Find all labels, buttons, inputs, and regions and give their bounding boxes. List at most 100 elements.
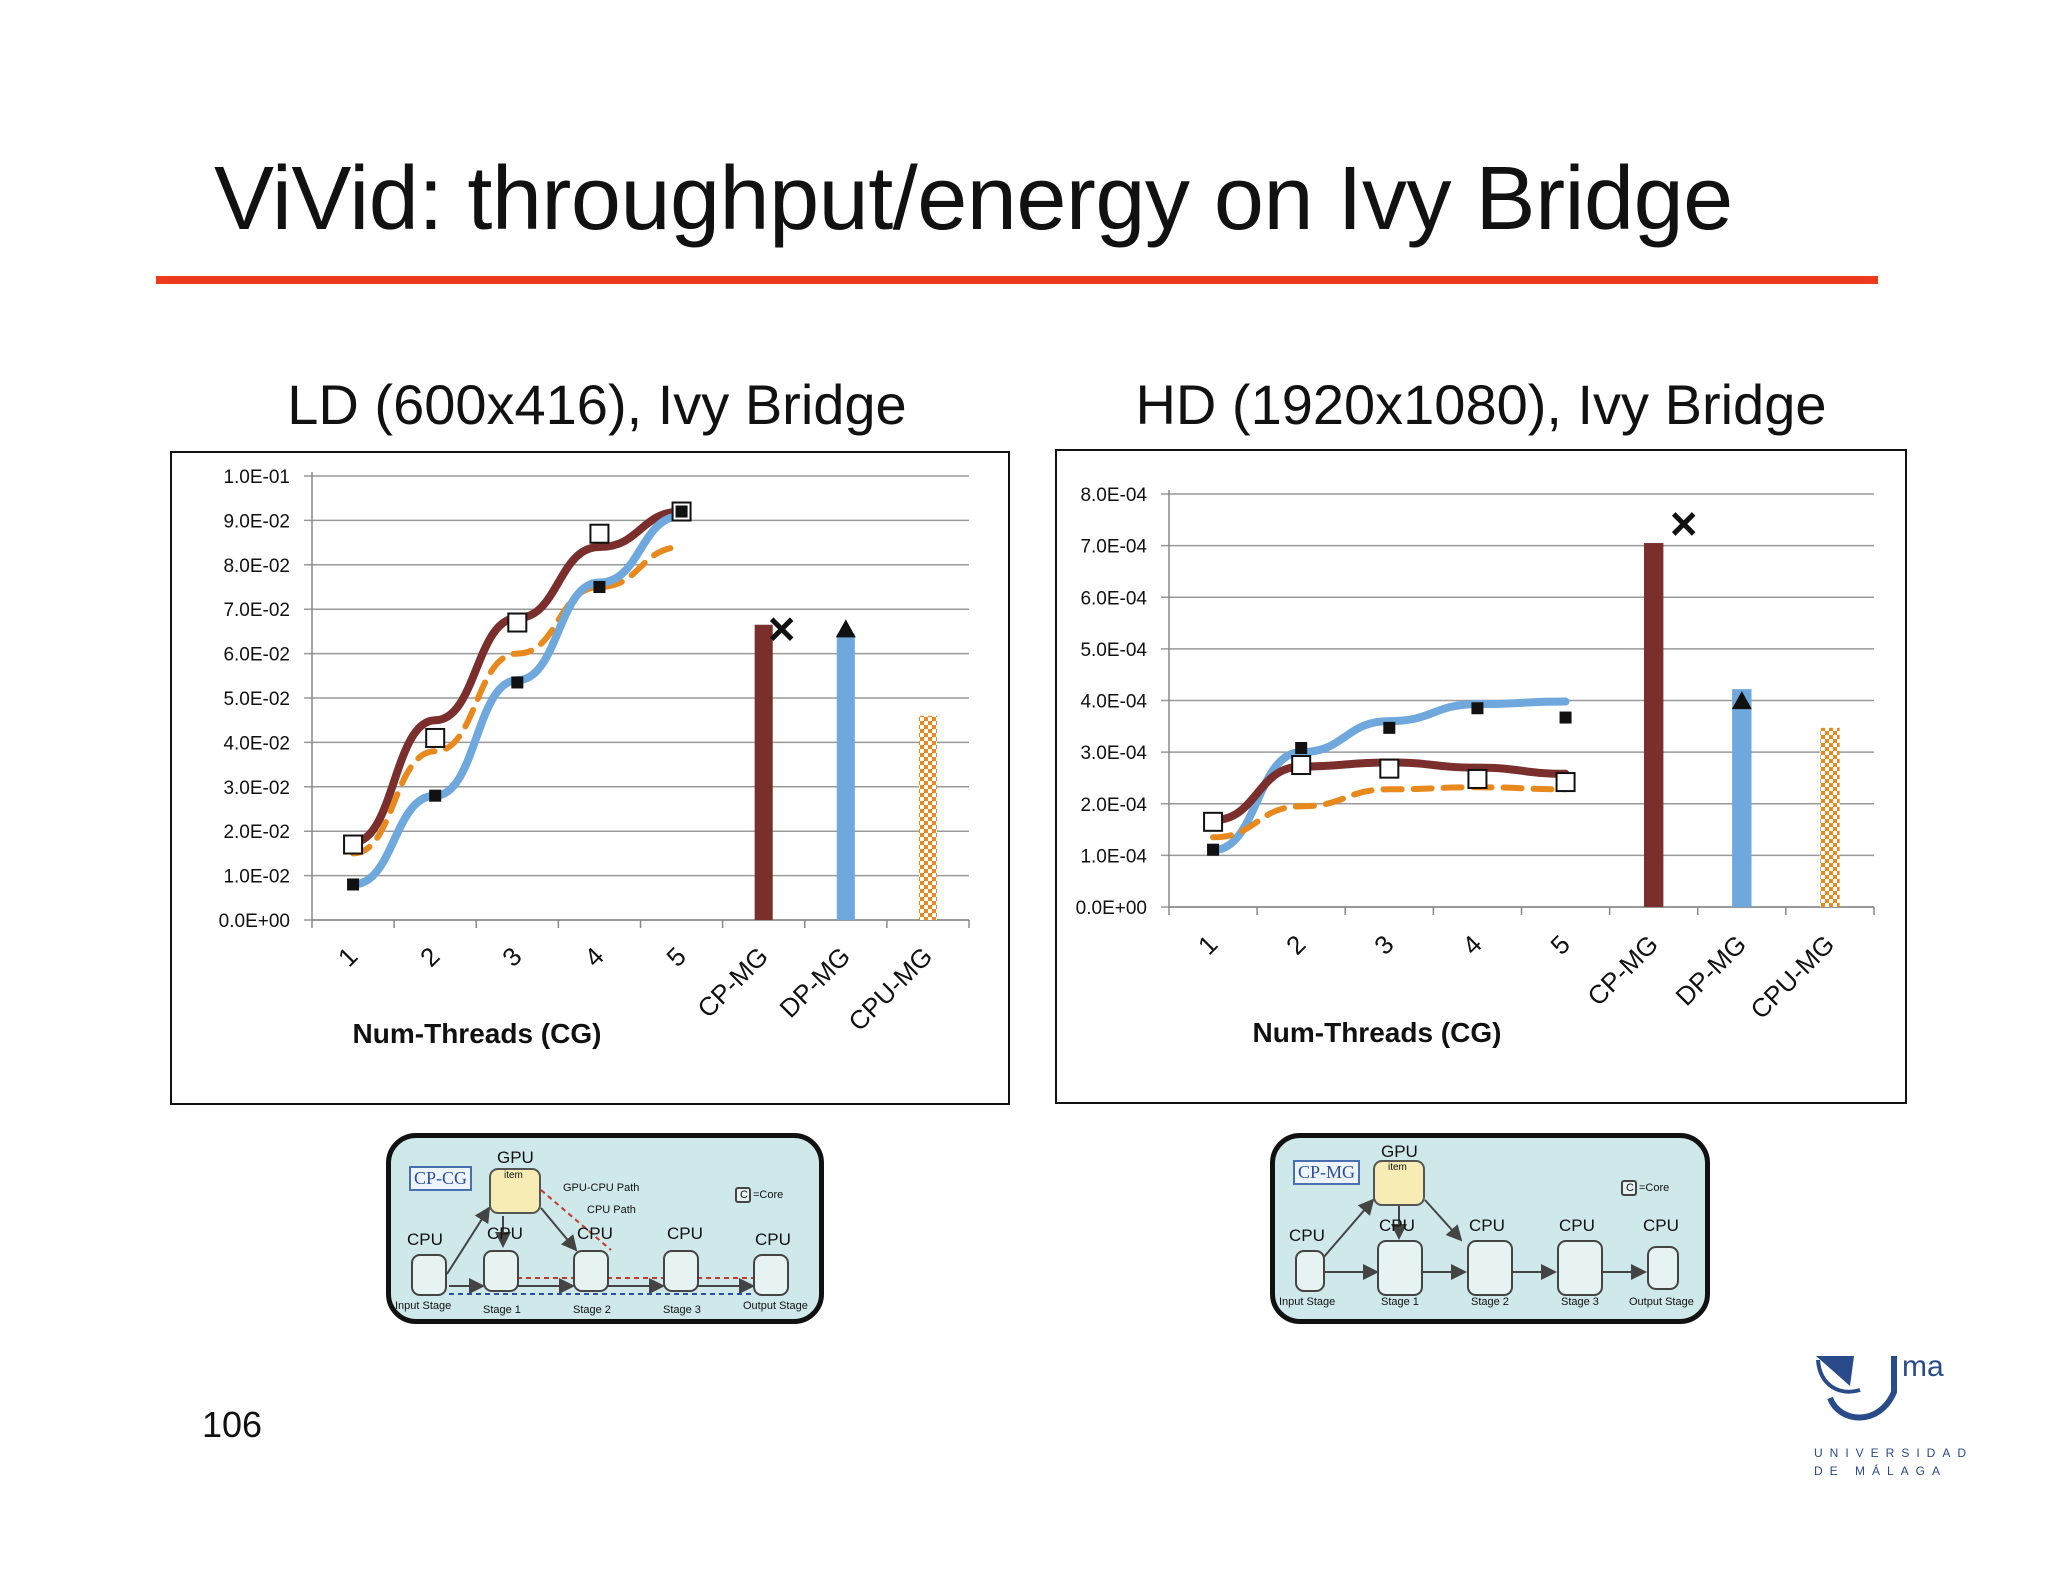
y-tick-label: 4.0E-04	[1080, 692, 1147, 713]
title-underline	[156, 276, 1878, 284]
open-square-marker	[1203, 811, 1224, 832]
slide-title: ViVid: throughput/energy on Ivy Bridge	[214, 149, 1733, 249]
x-category-label: DP-MG	[1670, 929, 1752, 1011]
y-tick-label: 2.0E-02	[223, 822, 290, 843]
cpu-label: CPU	[1289, 1226, 1325, 1245]
core-glyph: C	[740, 1189, 748, 1201]
x-category-label: DP-MG	[774, 941, 856, 1023]
cpu-label: CPU	[1559, 1216, 1595, 1235]
stage-label: Input Stage	[1279, 1296, 1336, 1308]
x-category-label: CPU-MG	[1744, 929, 1840, 1025]
cross-marker	[1671, 512, 1696, 536]
stage-label: Output Stage	[743, 1300, 808, 1312]
x-category-label: 1	[332, 941, 363, 972]
input-stage-node	[1295, 1250, 1325, 1292]
filled-square-marker	[593, 581, 606, 593]
university-logo: ma	[1816, 1350, 1944, 1421]
diagram-tag: CP-MG	[1293, 1160, 1361, 1185]
open-square-marker	[589, 523, 610, 544]
filled-square-marker	[429, 789, 442, 802]
hd-chart-canvas: 8.0E-04 7.0E-04 6.0E-04 5.0E-04 4.0E-04 3.0E-…	[1076, 485, 1875, 1048]
series-line-cp_line	[349, 507, 686, 847]
x-category-label: 2	[1280, 929, 1311, 960]
y-tick-label: 7.0E-04	[1080, 537, 1147, 558]
open-square-marker	[1379, 758, 1400, 779]
hd-chart-title: HD (1920x1080), Ivy Bridge	[1135, 373, 1827, 436]
cpu-label: CPU	[1643, 1216, 1679, 1235]
core-glyph: C	[1626, 1182, 1634, 1194]
ld-chart: 1.0E-01 9.0E-02 8.0E-02 7.0E-02 6.0E-02 5.0E-…	[170, 451, 1010, 1105]
open-square-marker	[1555, 772, 1576, 793]
x-category-label: CPU-MG	[842, 941, 938, 1037]
filled-square-marker	[1207, 843, 1220, 856]
cpu-path-label: CPU Path	[587, 1204, 636, 1216]
y-tick-label: 8.0E-02	[223, 556, 290, 577]
triangle-marker	[1731, 691, 1752, 710]
stage-label: Stage 3	[663, 1304, 701, 1316]
series-line-cpu_line	[1210, 784, 1569, 841]
stage-3-node	[663, 1250, 699, 1292]
output-stage-node	[1647, 1246, 1679, 1290]
x-category-label: 1	[1192, 929, 1223, 960]
stage-1-node	[483, 1250, 519, 1292]
filled-square-marker	[1559, 711, 1572, 724]
stage-3-node	[1557, 1240, 1603, 1296]
open-square-marker	[425, 727, 446, 748]
stage-2-node	[573, 1250, 609, 1292]
stage-1-node	[1377, 1240, 1423, 1296]
open-square-marker	[1467, 768, 1488, 789]
y-tick-label: 2.0E-04	[1080, 795, 1147, 816]
y-tick-label: 6.0E-02	[223, 645, 290, 666]
y-tick-label: 3.0E-04	[1080, 743, 1147, 764]
y-tick-label: 0.0E+00	[1076, 898, 1147, 919]
stage-label: Output Stage	[1629, 1296, 1694, 1308]
filled-square-marker	[1383, 721, 1396, 734]
logo-line-1: UNIVERSIDAD	[1814, 1446, 1974, 1460]
open-square-marker	[507, 612, 528, 633]
y-tick-label: 1.0E-04	[1080, 846, 1147, 867]
cross-marker	[769, 617, 794, 641]
filled-square-marker	[675, 505, 688, 518]
core-legend-icon: C	[735, 1187, 751, 1203]
cpu-label: CPU	[577, 1224, 613, 1243]
stage-label: Stage 1	[483, 1304, 521, 1316]
y-tick-label: 4.0E-02	[223, 733, 290, 754]
bar-cpu-mg	[1820, 727, 1840, 907]
x-axis-label: Num-Threads (CG)	[353, 1018, 602, 1049]
y-tick-label: 5.0E-02	[223, 689, 290, 710]
stage-2-node	[1467, 1240, 1513, 1296]
gpu-label: GPU	[1381, 1142, 1418, 1161]
hd-chart: 8.0E-04 7.0E-04 6.0E-04 5.0E-04 4.0E-04 3.0E-…	[1055, 449, 1907, 1104]
x-category-label: 4	[1456, 929, 1487, 960]
filled-square-marker	[1295, 741, 1308, 754]
filled-square-marker	[511, 676, 524, 689]
x-category-label: 4	[578, 941, 609, 972]
cp-cg-pipeline-diagram: CP-CG GPU item GPU-CPU Path CPU Path C =…	[386, 1133, 824, 1324]
cp-mg-arrows	[1322, 1198, 1647, 1280]
x-category-label: 3	[496, 941, 527, 972]
x-category-label: 2	[414, 941, 445, 972]
stage-label: Stage 3	[1561, 1296, 1599, 1308]
y-tick-label: 6.0E-04	[1080, 588, 1147, 609]
logo-line-2: DE MÁLAGA	[1814, 1464, 1948, 1478]
y-tick-label: 1.0E-02	[223, 867, 290, 888]
y-tick-label: 8.0E-04	[1080, 485, 1147, 506]
gpu-item-label: item	[1388, 1162, 1407, 1173]
y-tick-label: 3.0E-02	[223, 778, 290, 799]
gpu-item-label: item	[504, 1170, 523, 1181]
y-tick-label: 9.0E-02	[223, 511, 290, 532]
cpu-label: CPU	[1469, 1216, 1505, 1235]
cpu-label: CPU	[487, 1224, 523, 1243]
x-category-label: 3	[1368, 929, 1399, 960]
cpu-label: CPU	[1379, 1216, 1415, 1235]
open-square-marker	[1291, 755, 1312, 776]
cpu-label: CPU	[667, 1224, 703, 1243]
open-square-marker	[343, 834, 364, 855]
bar-dp-mg	[1732, 689, 1752, 907]
page-number: 106	[202, 1404, 263, 1445]
bar-cp-mg	[754, 624, 773, 920]
triangle-marker	[835, 619, 856, 638]
gpu-node: item	[489, 1168, 541, 1214]
y-tick-label: 1.0E-01	[223, 467, 290, 488]
ld-chart-canvas: 1.0E-01 9.0E-02 8.0E-02 7.0E-02 6.0E-02 5.0E-…	[219, 467, 970, 1049]
